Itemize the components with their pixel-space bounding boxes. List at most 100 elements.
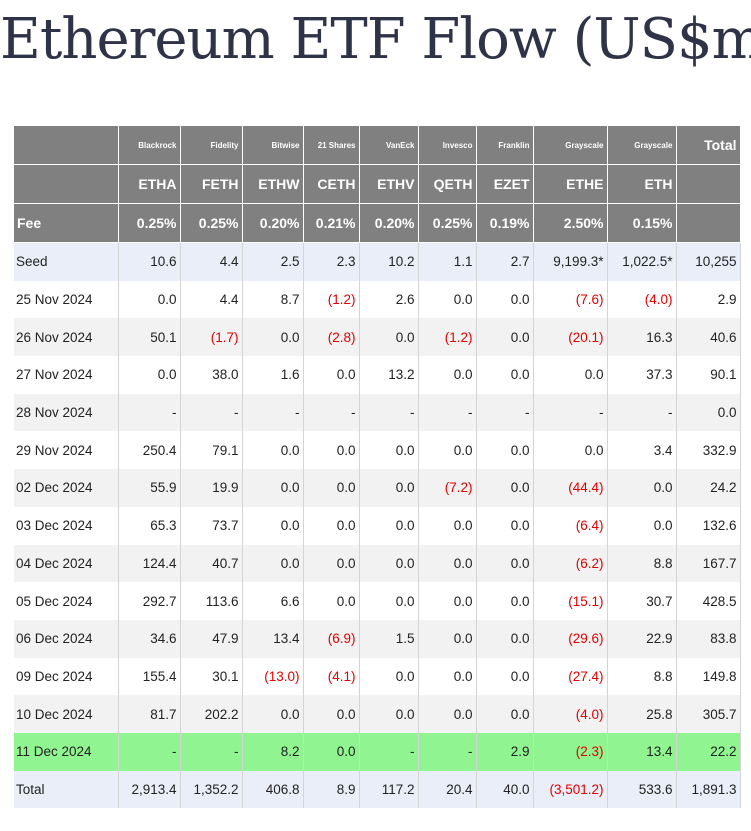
row-total-cell: 132.6 <box>676 506 741 545</box>
flow-cell: 1,352.2 <box>180 770 243 809</box>
flow-cell: 0.0 <box>476 544 534 583</box>
flow-cell: 0.0 <box>607 506 677 545</box>
table-row: 25 Nov 2024 0.0 4.4 8.7 (1.2) 2.6 0.0 0.0 (7.6)(… <box>14 280 741 319</box>
row-total-cell: 428.5 <box>676 582 741 620</box>
flow-cell: 0.0 <box>533 356 608 394</box>
flow-cell: 8.8 <box>607 544 677 583</box>
blank-header-cell <box>14 164 119 204</box>
table-row: 06 Dec 2024 34.6 47.9 13.4 (6.9) 1.5 0.0 0.0 (29… <box>14 619 741 658</box>
row-total-cell: 305.7 <box>676 695 741 733</box>
total-row: Total 2,913.4 1,352.2 406.8 8.9 117.2 20.4 40.0… <box>14 770 741 809</box>
flow-cell: 37.3 <box>607 356 677 394</box>
row-total-cell: 1,891.3 <box>676 770 741 809</box>
flow-cell: 50.1 <box>118 318 181 357</box>
table-row: 27 Nov 2024 0.0 38.0 1.6 0.0 13.2 0.0 0.0 0.0 37.… <box>14 356 741 394</box>
row-label: 03 Dec 2024 <box>14 506 119 545</box>
flow-cell: - <box>118 393 181 432</box>
total-column-header: Total <box>676 126 741 165</box>
flow-cell: 292.7 <box>118 582 181 620</box>
flow-cell: 0.0 <box>476 318 534 357</box>
flow-cell: 8.7 <box>242 280 304 319</box>
row-label: 04 Dec 2024 <box>14 544 119 583</box>
flow-cell: 0.0 <box>476 356 534 394</box>
etf-flow-table: Blackrock Fidelity Bitwise 21 Shares Van… <box>14 126 741 809</box>
issuer-header: VanEck <box>359 126 419 165</box>
fee-header: 0.20% <box>242 203 304 243</box>
row-label: 06 Dec 2024 <box>14 619 119 658</box>
table-row: 09 Dec 2024 155.4 30.1 (13.0) (4.1) 0.0 0.0 0.0… <box>14 657 741 696</box>
flow-cell: 0.0 <box>476 582 534 620</box>
flow-cell: (7.2) <box>418 469 477 507</box>
corner-cell <box>14 126 119 165</box>
flow-cell: 13.2 <box>359 356 419 394</box>
flow-cell: 0.0 <box>359 544 419 583</box>
flow-cell: (1.2) <box>418 318 477 357</box>
flow-cell: 38.0 <box>180 356 243 394</box>
flow-cell: 0.0 <box>303 431 360 470</box>
flow-cell: 40.0 <box>476 770 534 809</box>
flow-cell: 30.7 <box>607 582 677 620</box>
flow-cell: 0.0 <box>359 469 419 507</box>
fee-label: Fee <box>14 203 119 243</box>
flow-cell: 1.5 <box>359 619 419 658</box>
row-label: 05 Dec 2024 <box>14 582 119 620</box>
row-label: 09 Dec 2024 <box>14 657 119 696</box>
flow-cell: - <box>359 393 419 432</box>
ticker-header: CETH <box>303 164 360 204</box>
flow-cell: 6.6 <box>242 582 304 620</box>
flow-cell: 40.7 <box>180 544 243 583</box>
flow-cell: 0.0 <box>418 619 477 658</box>
flow-cell: 155.4 <box>118 657 181 696</box>
row-label: 25 Nov 2024 <box>14 280 119 319</box>
row-label: 28 Nov 2024 <box>14 393 119 432</box>
issuer-header: Invesco <box>418 126 477 165</box>
flow-cell: (4.0) <box>607 280 677 319</box>
row-label: Seed <box>14 242 119 281</box>
flow-cell: (2.8) <box>303 318 360 357</box>
flow-cell: 124.4 <box>118 544 181 583</box>
flow-cell: 0.0 <box>359 582 419 620</box>
ticker-header: FETH <box>180 164 243 204</box>
flow-cell: 0.0 <box>476 431 534 470</box>
issuer-header: Fidelity <box>180 126 243 165</box>
flow-cell: 0.0 <box>303 469 360 507</box>
flow-cell: (20.1) <box>533 318 608 357</box>
flow-cell: (4.1) <box>303 657 360 696</box>
table-row: 26 Nov 2024 50.1 (1.7) 0.0 (2.8) 0.0 (1.2) 0.0(… <box>14 318 741 357</box>
flow-cell: 113.6 <box>180 582 243 620</box>
flow-cell: - <box>118 732 181 771</box>
flow-cell: 8.8 <box>607 657 677 696</box>
flow-cell: 0.0 <box>303 356 360 394</box>
flow-cell: 0.0 <box>359 318 419 357</box>
flow-cell: 8.2 <box>242 732 304 771</box>
row-total-cell: 332.9 <box>676 431 741 470</box>
flow-cell: - <box>359 732 419 771</box>
table-row: 10 Dec 2024 81.7 202.2 0.0 0.0 0.0 0.0 0.0 (4.0)… <box>14 695 741 733</box>
flow-cell: 3.4 <box>607 431 677 470</box>
ticker-header: ETHE <box>533 164 608 204</box>
flow-cell: 19.9 <box>180 469 243 507</box>
issuer-header: 21 Shares <box>303 126 360 165</box>
table-row: 03 Dec 2024 65.3 73.7 0.0 0.0 0.0 0.0 0.0 (6.4) 0… <box>14 506 741 545</box>
flow-cell: 117.2 <box>359 770 419 809</box>
fee-header: 0.25% <box>180 203 243 243</box>
row-total-cell: 0.0 <box>676 393 741 432</box>
flow-cell: 406.8 <box>242 770 304 809</box>
flow-cell: 2.3 <box>303 242 360 281</box>
flow-cell: 8.9 <box>303 770 360 809</box>
flow-cell: (44.4) <box>533 469 608 507</box>
flow-cell: 0.0 <box>359 431 419 470</box>
fee-header: 0.20% <box>359 203 419 243</box>
flow-cell: 65.3 <box>118 506 181 545</box>
flow-cell: 0.0 <box>418 506 477 545</box>
flow-cell: - <box>418 393 477 432</box>
flow-cell: 73.7 <box>180 506 243 545</box>
flow-cell: 0.0 <box>418 280 477 319</box>
flow-cell: 0.0 <box>303 544 360 583</box>
flow-cell: 22.9 <box>607 619 677 658</box>
row-total-cell: 83.8 <box>676 619 741 658</box>
flow-cell: 0.0 <box>242 544 304 583</box>
flow-cell: 0.0 <box>242 318 304 357</box>
flow-cell: 0.0 <box>303 506 360 545</box>
flow-cell: 13.4 <box>607 732 677 771</box>
